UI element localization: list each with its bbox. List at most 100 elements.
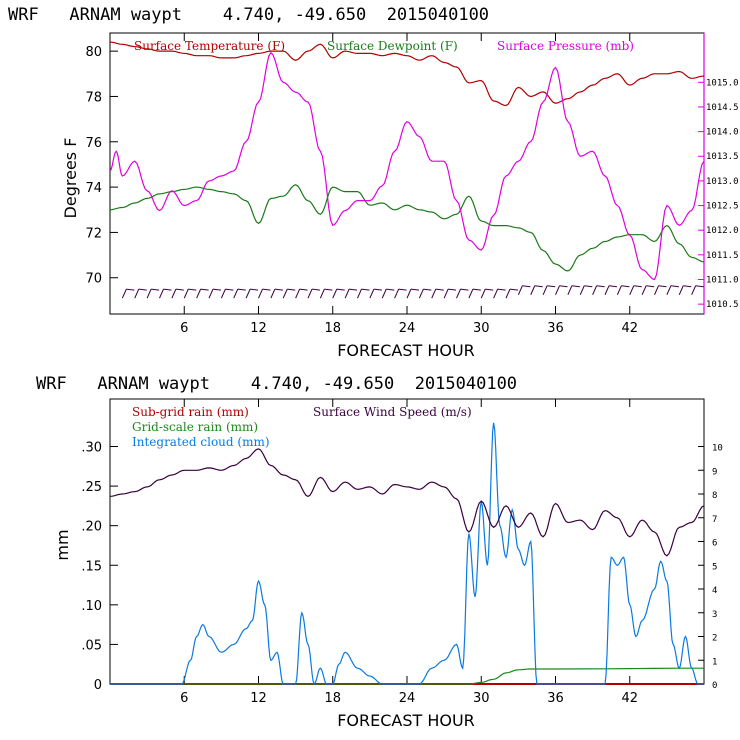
top-y-tick-label: 76 bbox=[85, 136, 102, 151]
wind-barb bbox=[146, 288, 160, 299]
wind-barb bbox=[480, 288, 494, 299]
wind-barb-flag bbox=[250, 288, 259, 291]
wind-barb-staff bbox=[357, 288, 362, 299]
top-y2-tick-label: 1011.0 bbox=[706, 275, 739, 285]
wind-barb-staff bbox=[480, 288, 486, 299]
wind-barb bbox=[431, 288, 444, 299]
top-y2-tick-label: 1014.5 bbox=[706, 103, 739, 113]
wind-barb bbox=[542, 285, 556, 295]
wind-barb bbox=[332, 288, 345, 299]
wind-barb-staff bbox=[171, 288, 177, 299]
bottom-y-tick-label: .05 bbox=[81, 638, 102, 653]
wind-barb-flag bbox=[534, 285, 543, 288]
wind-barb-flag bbox=[547, 285, 556, 288]
wind-barb bbox=[121, 288, 135, 299]
wind-barb-flag bbox=[658, 285, 667, 288]
wind-barb-flag bbox=[138, 288, 147, 291]
wind-barb bbox=[443, 288, 457, 299]
top-y-tick-label: 72 bbox=[85, 226, 102, 241]
wind-barb bbox=[592, 285, 605, 295]
wind-speed-series-line bbox=[109, 448, 705, 557]
wind-barb-staff bbox=[183, 288, 189, 299]
wind-barb-flag bbox=[472, 288, 481, 291]
wind-barb-flag bbox=[349, 288, 358, 291]
bottom-y2-tick-label: 5 bbox=[712, 562, 717, 572]
wind-barb bbox=[604, 285, 618, 295]
bottom-x-tick-label: 42 bbox=[621, 691, 638, 706]
legend-pressure: Surface Pressure (mb) bbox=[497, 39, 634, 53]
wind-barb-staff bbox=[555, 285, 560, 295]
top-x-tick-label: 36 bbox=[547, 321, 564, 336]
wind-barb bbox=[208, 288, 222, 299]
wind-barb-staff bbox=[505, 288, 511, 299]
legend-wind-speed: Surface Wind Speed (m/s) bbox=[313, 405, 472, 419]
wind-barb-staff bbox=[319, 288, 325, 299]
wind-barb-flag bbox=[584, 285, 593, 288]
wind-barb-flag bbox=[448, 288, 457, 291]
bottom-y2-tick-label: 0 bbox=[712, 681, 717, 691]
wind-barb bbox=[654, 285, 667, 295]
wind-barb-staff bbox=[443, 288, 449, 299]
wind-barb-staff bbox=[493, 288, 499, 299]
top-x-tick-label: 42 bbox=[621, 321, 638, 336]
wind-barb-flag bbox=[398, 288, 407, 291]
bottom-x-tick-label: 12 bbox=[250, 691, 267, 706]
top-y2-tick-label: 1011.5 bbox=[706, 251, 739, 261]
wind-barb bbox=[295, 288, 308, 299]
top-chart-title: WRF ARNAM waypt 4.740, -49.650 201504010… bbox=[8, 5, 489, 25]
wind-barb-staff bbox=[121, 288, 127, 299]
plot-layer: 6 12 18 24 30 36 427072747678801010.51011.0101… bbox=[81, 32, 739, 706]
wind-barb bbox=[344, 288, 358, 299]
wind-barb-staff bbox=[332, 288, 338, 299]
bottom-x-tick-label: 24 bbox=[399, 691, 416, 706]
wind-barb-staff bbox=[604, 285, 610, 295]
wind-barb-staff bbox=[258, 288, 263, 299]
wind-barb-staff bbox=[295, 288, 301, 299]
wind-barb-flag bbox=[509, 288, 519, 291]
wind-barb bbox=[369, 288, 382, 299]
legend-subgrid-rain: Sub-grid rain (mm) bbox=[132, 405, 249, 419]
wind-barb bbox=[691, 285, 704, 295]
wind-barb-flag bbox=[559, 285, 568, 288]
wind-barb-staff bbox=[146, 288, 152, 299]
wind-barb bbox=[134, 288, 147, 299]
top-y2-tick-label: 1014.0 bbox=[706, 128, 739, 138]
wind-barb-flag bbox=[410, 288, 420, 291]
bottom-y2-tick-label: 10 bbox=[712, 444, 723, 454]
wind-barb-staff bbox=[418, 288, 424, 299]
wind-barb-staff bbox=[530, 285, 536, 295]
wind-barb-flag bbox=[311, 288, 321, 291]
wind-barb-staff bbox=[654, 285, 659, 295]
wind-barb bbox=[641, 285, 655, 295]
wind-barb-flag bbox=[435, 288, 444, 291]
wind-barb-staff bbox=[616, 285, 622, 295]
bottom-y-tick-label: .30 bbox=[81, 441, 102, 456]
wind-barb-flag bbox=[287, 288, 296, 291]
wind-barb bbox=[307, 288, 321, 299]
legend-dewpoint: Surface Dewpoint (F) bbox=[327, 39, 458, 53]
wind-barb-flag bbox=[299, 288, 308, 291]
wind-barb-staff bbox=[666, 285, 672, 295]
bottom-x-axis-label: FORECAST HOUR bbox=[337, 711, 475, 730]
wind-barb bbox=[220, 288, 234, 299]
wind-barb bbox=[357, 288, 370, 299]
wind-barb-flag bbox=[522, 285, 531, 288]
bottom-y-axis-label: mm bbox=[53, 529, 72, 560]
wind-barb-flag bbox=[670, 285, 679, 288]
top-x-tick-label: 24 bbox=[399, 321, 416, 336]
wind-barb-staff bbox=[592, 285, 598, 295]
wind-barb-flag bbox=[163, 288, 172, 291]
wind-barb bbox=[381, 288, 395, 299]
wind-barb-staff bbox=[196, 288, 202, 299]
wind-barb bbox=[418, 288, 432, 299]
wind-barb-flag bbox=[633, 285, 642, 288]
top-y2-tick-label: 1012.5 bbox=[706, 202, 739, 212]
wind-barb-flag bbox=[151, 288, 160, 291]
wind-barb-flag bbox=[571, 285, 580, 288]
bottom-y-tick-label: .25 bbox=[81, 480, 102, 495]
wind-barb-staff bbox=[369, 288, 375, 299]
wind-barb bbox=[270, 288, 283, 299]
wind-barb-staff bbox=[381, 288, 387, 299]
wind-barb-flag bbox=[262, 288, 271, 291]
wind-barb-staff bbox=[233, 288, 239, 299]
